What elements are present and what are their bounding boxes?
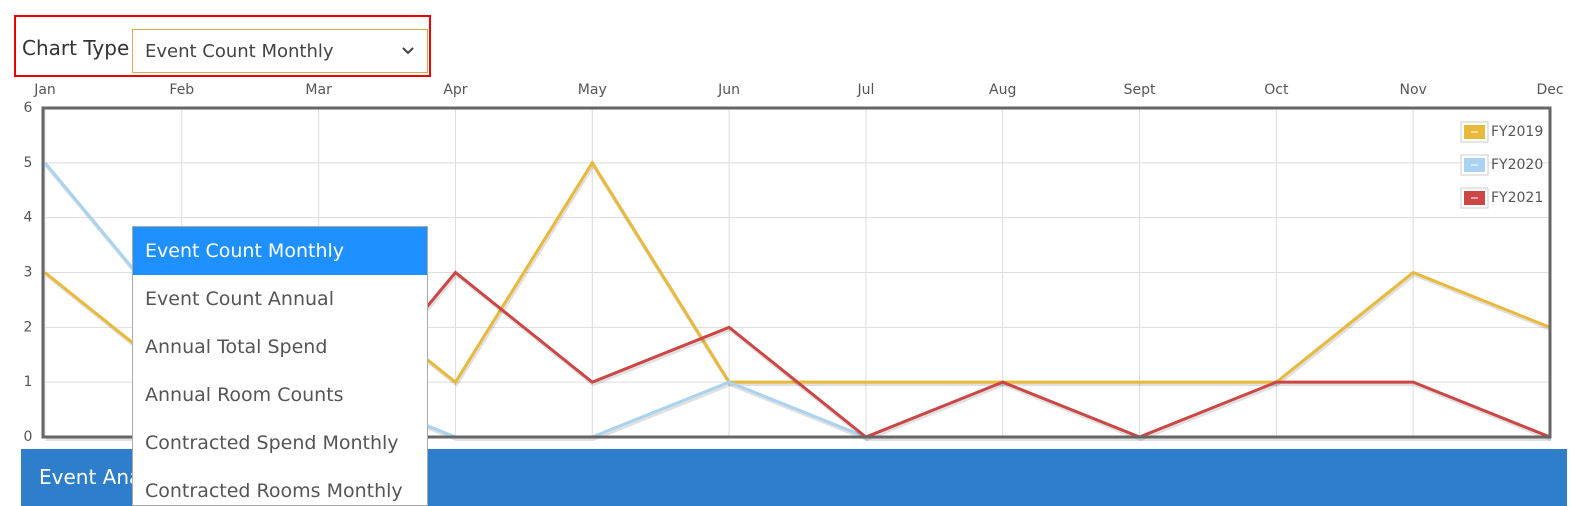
x-tick-label: Nov xyxy=(1400,82,1427,98)
legend-label: FY2019 xyxy=(1491,124,1543,140)
x-tick-label: Mar xyxy=(305,82,332,98)
x-tick-label: Feb xyxy=(169,82,194,98)
y-tick-label: 0 xyxy=(24,429,33,445)
y-tick-label: 4 xyxy=(24,210,33,226)
dropdown-list: Event Count Monthly Event Count Annual Ann… xyxy=(132,226,428,506)
legend-label: FY2021 xyxy=(1491,190,1543,206)
highlight-box xyxy=(14,15,431,77)
banner-title: Event Ana xyxy=(39,465,142,489)
dropdown-option[interactable]: Annual Room Counts xyxy=(145,384,344,406)
legend-label: FY2020 xyxy=(1491,157,1543,173)
y-tick-label: 5 xyxy=(24,155,33,171)
y-tick-label: 1 xyxy=(24,374,33,390)
x-tick-label: Apr xyxy=(443,82,467,98)
dropdown-option[interactable]: Contracted Spend Monthly xyxy=(145,432,399,454)
y-tick-label: 2 xyxy=(24,319,33,335)
dropdown-option[interactable]: Event Count Monthly xyxy=(133,227,427,275)
x-tick-label: Oct xyxy=(1264,82,1289,98)
chart-type-select[interactable]: Event Count Monthly xyxy=(132,29,428,73)
plot-border xyxy=(41,106,1552,439)
x-tick-label: Dec xyxy=(1536,82,1563,98)
x-tick-label: Sept xyxy=(1124,82,1156,98)
x-tick-label: Aug xyxy=(989,82,1016,98)
x-tick-label: Jan xyxy=(33,82,56,98)
x-tick-label: Jun xyxy=(717,82,740,98)
x-tick-label: May xyxy=(578,82,607,98)
dropdown-option[interactable]: Event Count Annual xyxy=(145,288,334,310)
y-tick-label: 6 xyxy=(24,100,33,116)
y-tick-label: 3 xyxy=(24,265,33,281)
x-tick-label: Jul xyxy=(856,82,874,98)
chart-type-label: Chart Type xyxy=(22,36,130,60)
dropdown-option[interactable]: Annual Total Spend xyxy=(145,336,328,358)
selected-value: Event Count Monthly xyxy=(145,41,334,62)
dropdown-option[interactable]: Contracted Rooms Monthly xyxy=(145,480,403,502)
chevron xyxy=(402,47,414,55)
